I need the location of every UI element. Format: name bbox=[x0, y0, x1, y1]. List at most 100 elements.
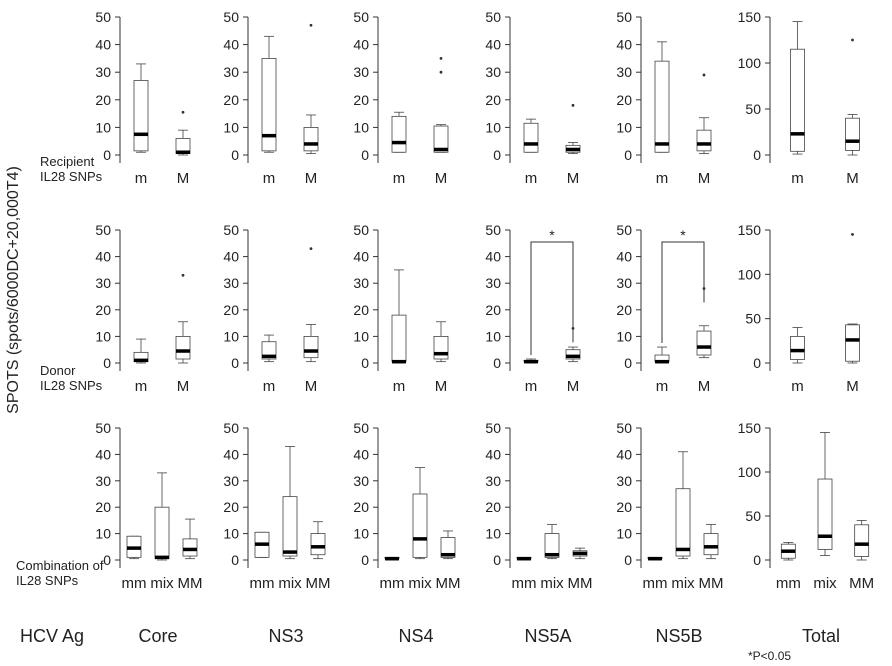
y-tick-label: 100 bbox=[738, 464, 762, 480]
outlier-point bbox=[851, 233, 854, 236]
y-tick-label: 40 bbox=[223, 37, 239, 53]
y-tick-label: 50 bbox=[745, 101, 761, 117]
significance-bracket-row2-ns5a: * bbox=[530, 227, 574, 356]
category-label: MM bbox=[306, 575, 331, 592]
significance-footnote: *P<0.05 bbox=[748, 649, 791, 663]
category-label: m bbox=[263, 378, 276, 395]
panel-row2-ns5a: 0 10 20 30 40 50 m M * bbox=[485, 222, 581, 395]
category-label: m bbox=[791, 170, 804, 187]
y-tick-label: 50 bbox=[745, 508, 761, 524]
column-label-ns3: NS3 bbox=[268, 626, 303, 646]
y-tick-label: 10 bbox=[223, 328, 239, 344]
iqr-box bbox=[854, 524, 870, 557]
y-tick-label: 0 bbox=[361, 355, 369, 371]
category-label: m bbox=[263, 170, 276, 187]
box-row2-ns3-m: m bbox=[261, 334, 277, 395]
box-row3-ns5a-mm: MM bbox=[568, 547, 593, 592]
box-row2-total-m: m bbox=[790, 327, 805, 395]
significance-star: * bbox=[549, 227, 555, 243]
y-tick-label: 0 bbox=[493, 552, 501, 568]
category-label: M bbox=[567, 378, 580, 395]
y-tick-label: 10 bbox=[223, 526, 239, 542]
row-label-line: Combination of bbox=[16, 558, 104, 573]
iqr-box bbox=[182, 538, 198, 557]
box-row1-ns5a-m: M bbox=[565, 103, 581, 187]
panel-row1-ns5a: 0 10 20 30 40 50 m M bbox=[485, 9, 581, 187]
y-tick-label: 0 bbox=[361, 552, 369, 568]
corner-label-hcv-ag: HCV Ag bbox=[20, 626, 84, 646]
iqr-box bbox=[703, 533, 719, 556]
category-label: MM bbox=[699, 575, 724, 592]
box-row1-core-m: M bbox=[175, 110, 191, 187]
y-tick-label: 10 bbox=[485, 328, 501, 344]
y-tick-label: 20 bbox=[95, 302, 111, 318]
box-row2-ns5a-m: m bbox=[523, 358, 539, 395]
category-label: M bbox=[567, 170, 580, 187]
y-tick-label: 10 bbox=[353, 526, 369, 542]
iqr-box bbox=[675, 488, 691, 557]
y-tick-label: 40 bbox=[353, 37, 369, 53]
box-row3-core-mix: mix bbox=[150, 472, 174, 592]
column-labels: Core NS3 NS4 NS5A NS5B Total bbox=[138, 626, 840, 646]
y-tick-label: 50 bbox=[616, 420, 632, 436]
box-row2-ns3-m: M bbox=[303, 247, 319, 395]
panel-row1-total: 0 50 100 150 m M bbox=[738, 9, 860, 187]
y-tick-label: 40 bbox=[616, 446, 632, 462]
y-tick-label: 40 bbox=[616, 37, 632, 53]
panel-row1-core: 0 10 20 30 40 50 m M bbox=[95, 9, 191, 187]
y-tick-label: 40 bbox=[485, 446, 501, 462]
row-label-line: IL28 SNPs bbox=[40, 378, 103, 393]
category-label: mix bbox=[540, 575, 564, 592]
y-tick-label: 50 bbox=[616, 9, 632, 25]
y-tick-label: 0 bbox=[493, 147, 501, 163]
y-tick-label: 10 bbox=[616, 328, 632, 344]
row-label-line: Recipient bbox=[40, 154, 95, 169]
box-row1-core-m: m bbox=[133, 63, 149, 187]
outlier-point bbox=[309, 23, 313, 27]
category-label: m bbox=[656, 170, 669, 187]
category-label: m bbox=[791, 378, 804, 395]
y-tick-label: 150 bbox=[738, 9, 762, 25]
y-tick-label: 10 bbox=[353, 119, 369, 135]
category-label: mm bbox=[380, 575, 405, 592]
y-tick-label: 0 bbox=[753, 147, 761, 163]
panel-row3-total: 0 50 100 150 mm mix MM bbox=[738, 420, 875, 592]
y-tick-label: 50 bbox=[95, 222, 111, 238]
y-tick-label: 20 bbox=[616, 499, 632, 515]
y-tick-label: 0 bbox=[103, 147, 111, 163]
category-label: mix bbox=[150, 575, 174, 592]
category-label: M bbox=[846, 378, 859, 395]
category-label: M bbox=[177, 378, 190, 395]
category-label: M bbox=[177, 170, 190, 187]
y-tick-label: 20 bbox=[616, 302, 632, 318]
y-tick-label: 40 bbox=[616, 249, 632, 265]
iqr-box bbox=[440, 537, 456, 558]
y-tick-label: 10 bbox=[95, 328, 111, 344]
y-tick-label: 40 bbox=[353, 446, 369, 462]
iqr-box bbox=[696, 129, 712, 152]
y-tick-label: 0 bbox=[231, 355, 239, 371]
y-tick-label: 10 bbox=[95, 119, 111, 135]
y-tick-label: 0 bbox=[753, 552, 761, 568]
panel-row2-ns5b: 0 10 20 30 40 50 m M * bbox=[616, 222, 712, 395]
category-label: MM bbox=[178, 575, 203, 592]
iqr-box bbox=[817, 478, 833, 550]
iqr-box bbox=[845, 117, 860, 151]
y-tick-label: 10 bbox=[485, 119, 501, 135]
y-tick-label: 10 bbox=[223, 119, 239, 135]
y-tick-label: 50 bbox=[485, 420, 501, 436]
panel-row3-ns5a: 0 10 20 30 40 50 mm mix MM bbox=[485, 420, 592, 592]
box-row3-ns5b-mix: mix bbox=[671, 451, 695, 592]
iqr-box bbox=[303, 127, 319, 152]
y-tick-label: 40 bbox=[95, 446, 111, 462]
iqr-box bbox=[154, 506, 170, 560]
y-tick-label: 30 bbox=[485, 64, 501, 80]
outlier-point bbox=[181, 273, 185, 277]
y-tick-label: 30 bbox=[485, 473, 501, 489]
box-row2-ns4-m: M bbox=[433, 321, 449, 395]
iqr-box bbox=[282, 496, 298, 557]
box-row3-core-mm: MM bbox=[178, 518, 203, 592]
y-tick-label: 20 bbox=[223, 302, 239, 318]
box-row2-core-m: M bbox=[175, 273, 191, 395]
